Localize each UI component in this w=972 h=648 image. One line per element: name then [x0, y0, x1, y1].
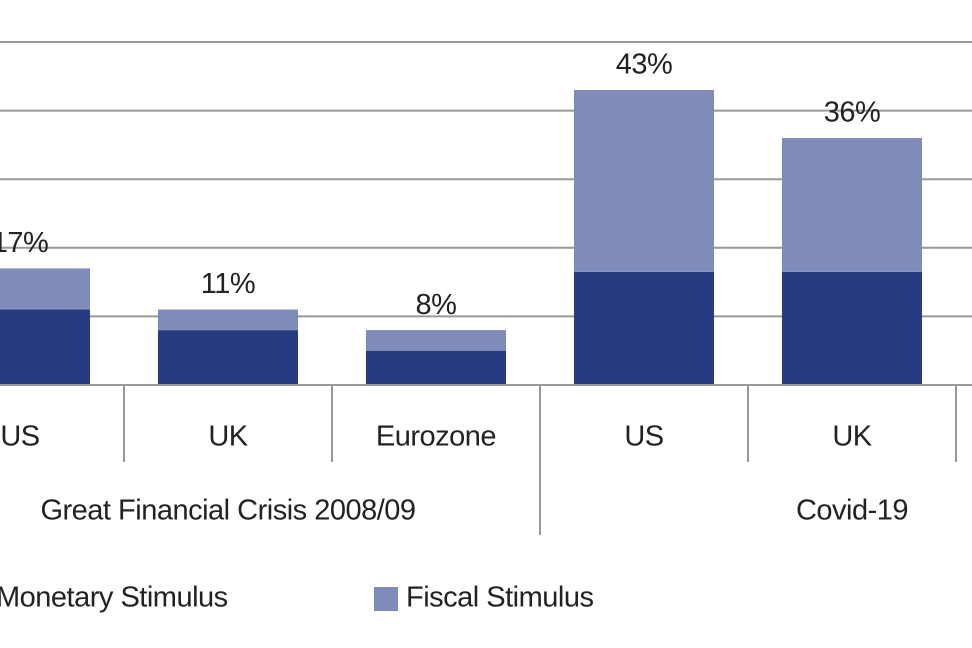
legend-label: Fiscal Stimulus: [406, 582, 594, 614]
bar-segment: [366, 350, 506, 385]
group-label: Covid-19: [796, 495, 908, 527]
x-tick-label: UK: [832, 421, 872, 453]
total-label: 8%: [416, 289, 457, 321]
bar-segment: [158, 330, 298, 385]
bar-segment: [158, 309, 298, 331]
legend-label: Monetary Stimulus: [0, 582, 228, 614]
bar-segment: [574, 90, 714, 272]
x-tick-label: US: [624, 421, 663, 453]
total-label: 36%: [824, 97, 881, 129]
bar-segment: [0, 268, 90, 310]
bar-segment: [782, 138, 922, 272]
total-label: 43%: [616, 49, 673, 81]
x-tick-label: Eurozone: [376, 421, 496, 453]
total-label: 11%: [201, 268, 255, 300]
bar-segment: [782, 271, 922, 385]
x-tick-label: UK: [208, 421, 248, 453]
bar-segment: [574, 271, 714, 385]
x-tick-label: US: [0, 421, 39, 453]
bar-segment: [0, 309, 90, 385]
legend-swatch: [374, 587, 398, 611]
bar-segment: [366, 330, 506, 351]
total-label: 17%: [0, 227, 48, 259]
group-label: Great Financial Crisis 2008/09: [40, 495, 415, 527]
